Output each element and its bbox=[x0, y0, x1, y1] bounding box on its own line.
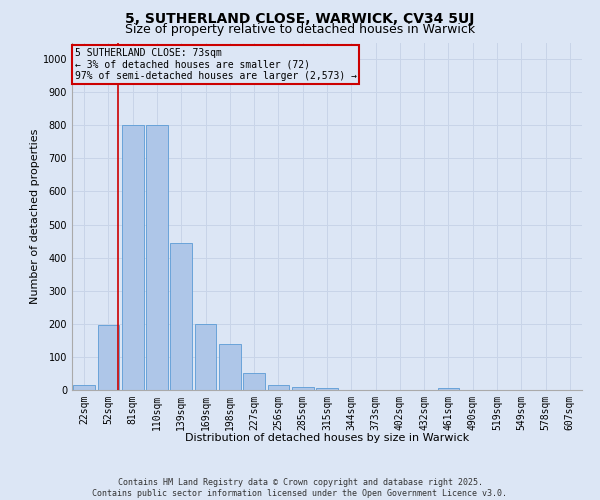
Bar bbox=[122, 125, 143, 390]
Y-axis label: Number of detached properties: Number of detached properties bbox=[30, 128, 40, 304]
Text: Contains HM Land Registry data © Crown copyright and database right 2025.
Contai: Contains HM Land Registry data © Crown c… bbox=[92, 478, 508, 498]
Text: Size of property relative to detached houses in Warwick: Size of property relative to detached ho… bbox=[125, 22, 475, 36]
Bar bbox=[146, 125, 168, 390]
Bar bbox=[73, 385, 95, 390]
Bar bbox=[243, 374, 265, 390]
X-axis label: Distribution of detached houses by size in Warwick: Distribution of detached houses by size … bbox=[185, 433, 469, 443]
Bar bbox=[170, 242, 192, 390]
Bar bbox=[194, 324, 217, 390]
Bar bbox=[316, 388, 338, 390]
Bar bbox=[437, 388, 460, 390]
Text: 5 SUTHERLAND CLOSE: 73sqm
← 3% of detached houses are smaller (72)
97% of semi-d: 5 SUTHERLAND CLOSE: 73sqm ← 3% of detach… bbox=[74, 48, 356, 81]
Bar bbox=[292, 386, 314, 390]
Text: 5, SUTHERLAND CLOSE, WARWICK, CV34 5UJ: 5, SUTHERLAND CLOSE, WARWICK, CV34 5UJ bbox=[125, 12, 475, 26]
Bar bbox=[219, 344, 241, 390]
Bar bbox=[268, 385, 289, 390]
Bar bbox=[97, 326, 119, 390]
